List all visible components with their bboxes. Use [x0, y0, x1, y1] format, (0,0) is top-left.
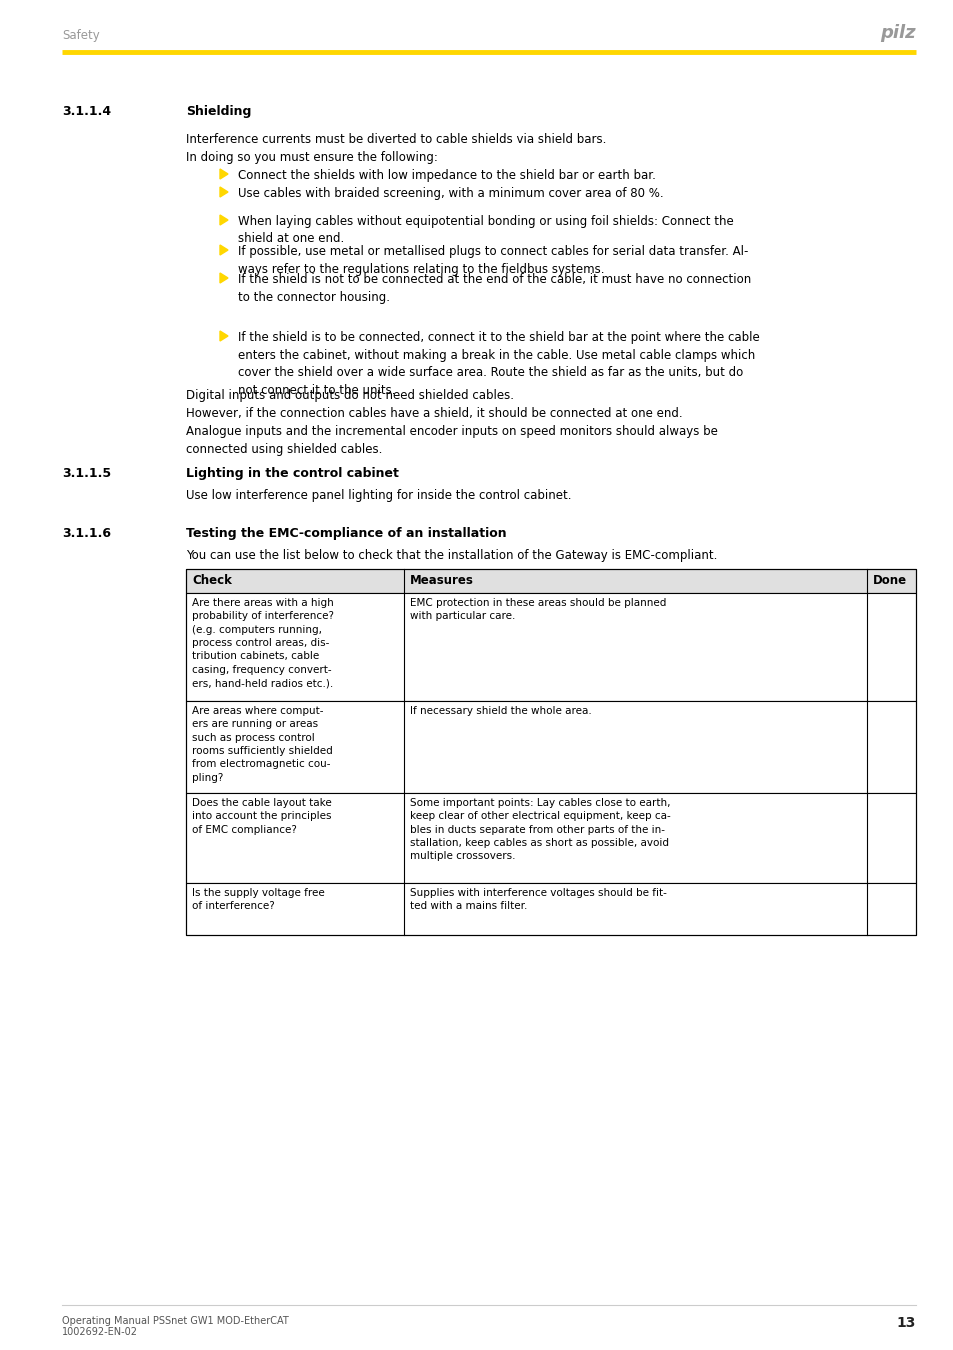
Polygon shape	[220, 215, 228, 225]
Text: Use low interference panel lighting for inside the control cabinet.: Use low interference panel lighting for …	[186, 489, 571, 502]
Polygon shape	[220, 188, 228, 197]
Bar	[186, 593, 915, 701]
Text: Lighting in the control cabinet: Lighting in the control cabinet	[186, 467, 398, 481]
Text: Are there areas with a high
probability of interference?
(e.g. computers running: Are there areas with a high probability …	[192, 598, 334, 688]
Text: Check: Check	[192, 574, 232, 587]
Text: Supplies with interference voltages should be fit-
ted with a mains filter.: Supplies with interference voltages shou…	[409, 888, 666, 911]
Text: Interference currents must be diverted to cable shields via shield bars.: Interference currents must be diverted t…	[186, 134, 606, 146]
Text: Analogue inputs and the incremental encoder inputs on speed monitors should alwa: Analogue inputs and the incremental enco…	[186, 425, 717, 455]
Bar	[186, 701, 915, 792]
Polygon shape	[220, 273, 228, 284]
Text: Measures: Measures	[409, 574, 473, 587]
Bar	[186, 568, 915, 936]
Text: 13: 13	[896, 1316, 915, 1330]
Text: However, if the connection cables have a shield, it should be connected at one e: However, if the connection cables have a…	[186, 406, 682, 420]
Text: Done: Done	[872, 574, 906, 587]
Text: Some important points: Lay cables close to earth,
keep clear of other electrical: Some important points: Lay cables close …	[409, 798, 670, 861]
Polygon shape	[220, 244, 228, 255]
Bar	[186, 883, 915, 936]
Text: Shielding: Shielding	[186, 105, 251, 117]
Text: 3.1.1.4: 3.1.1.4	[62, 105, 111, 117]
Text: Use cables with braided screening, with a minimum cover area of 80 %.: Use cables with braided screening, with …	[237, 188, 663, 200]
Text: EMC protection in these areas should be planned
with particular care.: EMC protection in these areas should be …	[409, 598, 665, 621]
Text: pilz: pilz	[880, 24, 915, 42]
Text: In doing so you must ensure the following:: In doing so you must ensure the followin…	[186, 151, 437, 163]
Text: Testing the EMC-compliance of an installation: Testing the EMC-compliance of an install…	[186, 526, 506, 540]
Text: Digital inputs and outputs do not need shielded cables.: Digital inputs and outputs do not need s…	[186, 389, 514, 402]
Text: If the shield is to be connected, connect it to the shield bar at the point wher: If the shield is to be connected, connec…	[237, 331, 759, 397]
Text: 1002692-EN-02: 1002692-EN-02	[62, 1327, 138, 1336]
Text: Safety: Safety	[62, 28, 100, 42]
Text: If the shield is not to be connected at the end of the cable, it must have no co: If the shield is not to be connected at …	[237, 273, 750, 304]
Text: 3.1.1.5: 3.1.1.5	[62, 467, 111, 481]
Text: Operating Manual PSSnet GW1 MOD-EtherCAT: Operating Manual PSSnet GW1 MOD-EtherCAT	[62, 1316, 289, 1326]
Text: 3.1.1.6: 3.1.1.6	[62, 526, 111, 540]
Polygon shape	[220, 331, 228, 342]
Text: If necessary shield the whole area.: If necessary shield the whole area.	[409, 706, 591, 716]
Text: You can use the list below to check that the installation of the Gateway is EMC-: You can use the list below to check that…	[186, 549, 717, 562]
Bar	[186, 568, 915, 593]
Polygon shape	[220, 169, 228, 180]
Text: Is the supply voltage free
of interference?: Is the supply voltage free of interferen…	[192, 888, 324, 911]
Text: When laying cables without equipotential bonding or using foil shields: Connect : When laying cables without equipotential…	[237, 215, 733, 246]
Text: Connect the shields with low impedance to the shield bar or earth bar.: Connect the shields with low impedance t…	[237, 169, 656, 182]
Text: Are areas where comput-
ers are running or areas
such as process control
rooms s: Are areas where comput- ers are running …	[192, 706, 333, 783]
Bar	[186, 792, 915, 883]
Text: If possible, use metal or metallised plugs to connect cables for serial data tra: If possible, use metal or metallised plu…	[237, 244, 747, 275]
Text: Does the cable layout take
into account the principles
of EMC compliance?: Does the cable layout take into account …	[192, 798, 332, 834]
